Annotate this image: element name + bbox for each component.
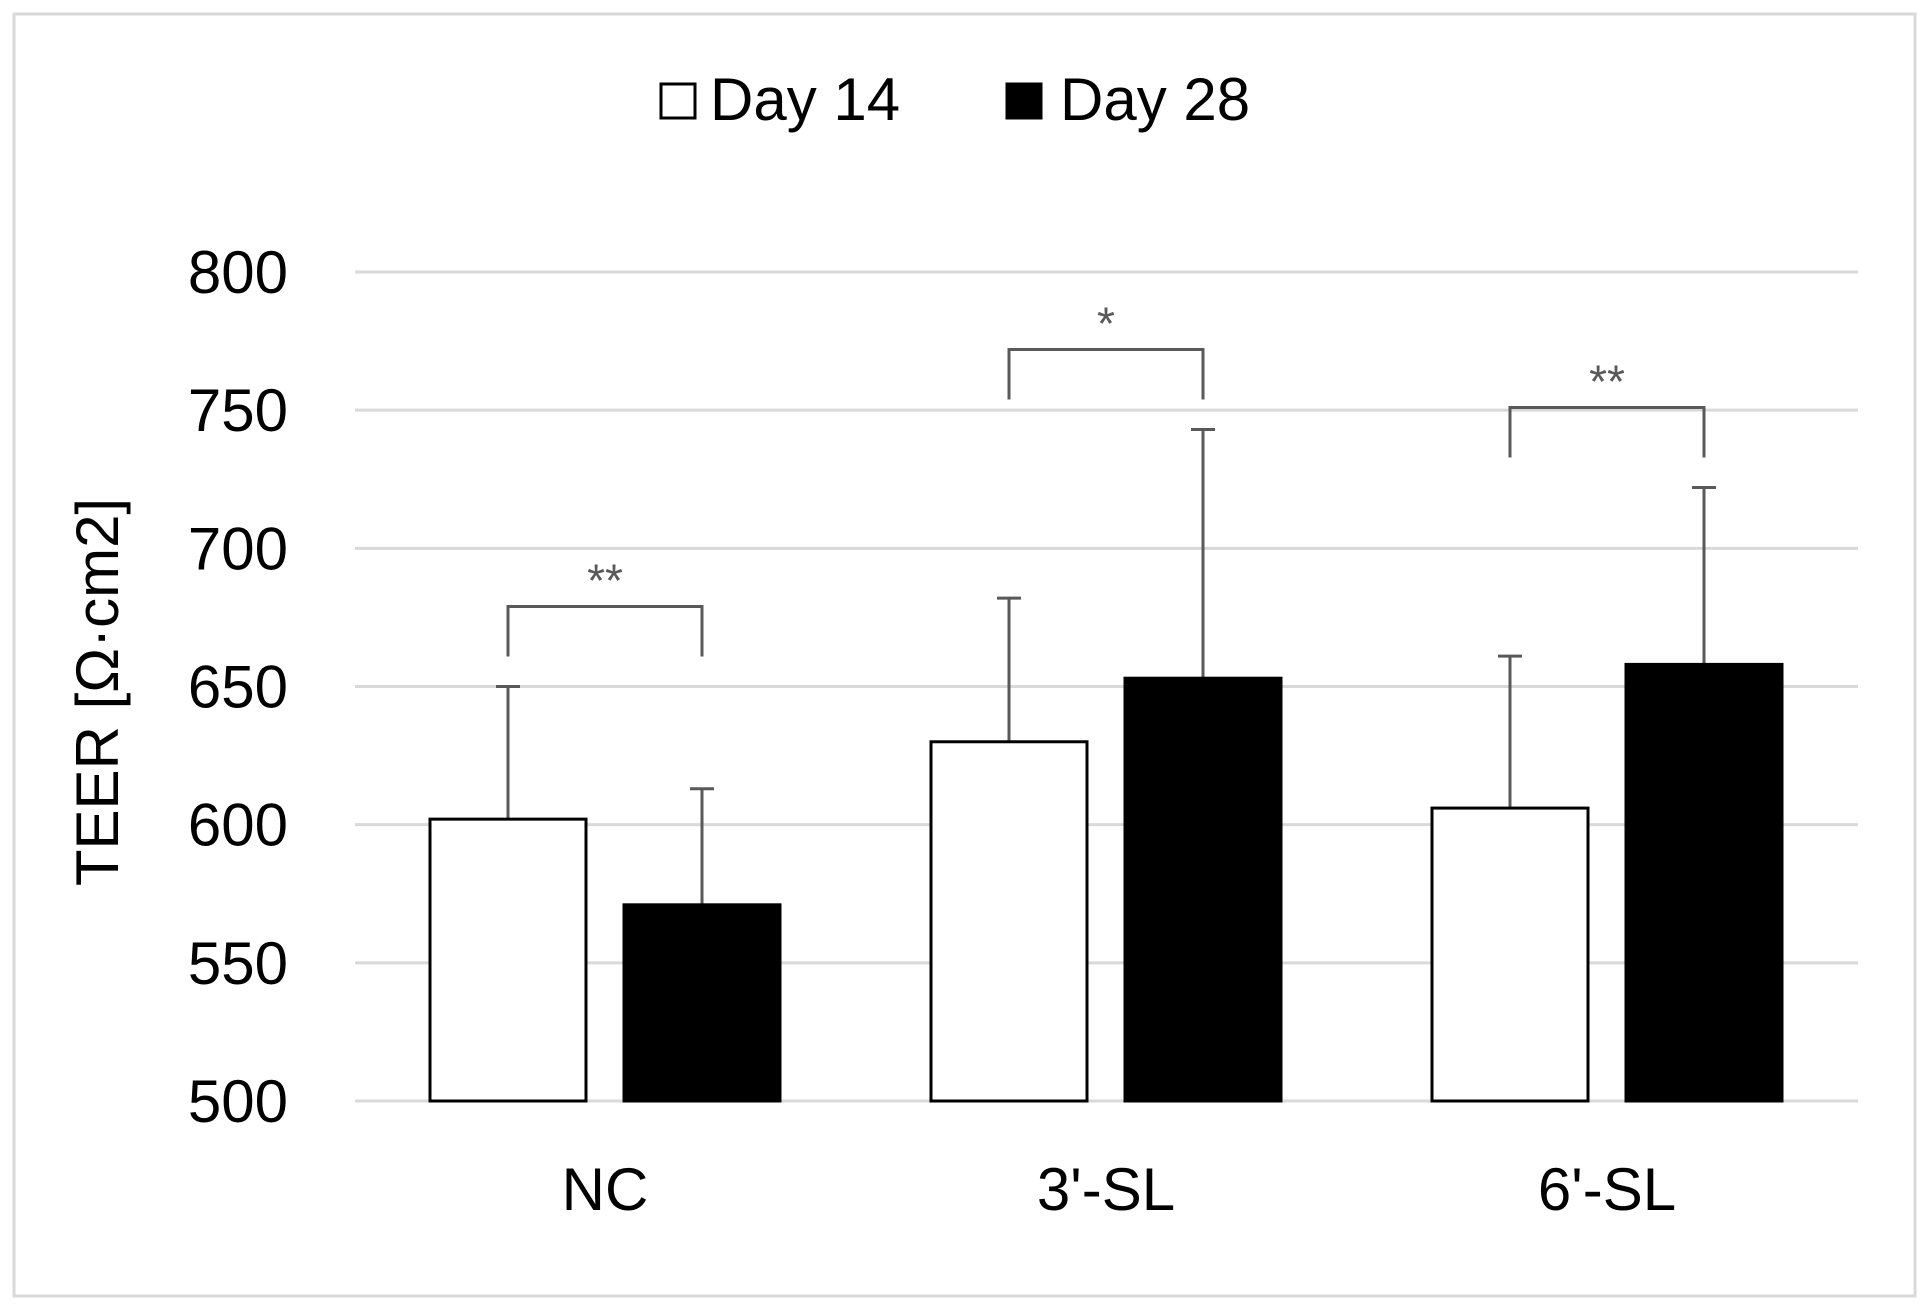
significance-annotations: ***** — [506, 298, 1706, 657]
x-axis-tick-labels: NC 3'-SL 6'-SL — [562, 1156, 1676, 1223]
y-tick-label-800: 800 — [188, 239, 288, 306]
bar-6-sl-day-14 — [1430, 806, 1590, 1103]
legend-swatch-day-28 — [1005, 82, 1043, 120]
bar-6-sl-day-28 — [1624, 662, 1784, 1103]
legend-label-day-28: Day 28 — [1060, 66, 1250, 133]
y-tick-label-500: 500 — [188, 1068, 288, 1135]
x-tick-label-6-sl: 6'-SL — [1538, 1156, 1676, 1223]
y-tick-label-600: 600 — [188, 792, 288, 859]
chart-border — [12, 12, 1917, 1298]
y-axis-title: TEER [Ω·cm2] — [64, 498, 131, 886]
bar-nc-day-14 — [428, 817, 588, 1103]
bars — [428, 662, 1784, 1103]
gridlines — [355, 270, 1858, 1103]
significance-label-3-sl: * — [1097, 298, 1115, 350]
significance-label-6-sl: ** — [1589, 356, 1625, 408]
y-tick-label-550: 550 — [188, 930, 288, 997]
error-bars — [496, 428, 1716, 905]
y-tick-label-650: 650 — [188, 654, 288, 721]
significance-bracket-nc — [506, 605, 704, 657]
bar-3-sl-day-28 — [1123, 676, 1283, 1103]
x-tick-label-3-sl: 3'-SL — [1037, 1156, 1175, 1223]
bar-3-sl-day-14 — [929, 740, 1089, 1103]
y-axis-tick-labels: 500 550 600 650 700 750 800 — [188, 239, 288, 1135]
y-tick-label-750: 750 — [188, 377, 288, 444]
x-tick-label-nc: NC — [562, 1156, 649, 1223]
significance-bracket-6-sl — [1508, 406, 1706, 458]
y-tick-label-700: 700 — [188, 515, 288, 582]
legend: Day 14 Day 28 — [659, 66, 1250, 133]
legend-swatch-day-14 — [659, 82, 697, 120]
significance-label-nc: ** — [587, 555, 623, 607]
significance-bracket-3-sl — [1007, 348, 1205, 400]
legend-label-day-14: Day 14 — [710, 66, 900, 133]
bar-nc-day-28 — [622, 903, 782, 1103]
